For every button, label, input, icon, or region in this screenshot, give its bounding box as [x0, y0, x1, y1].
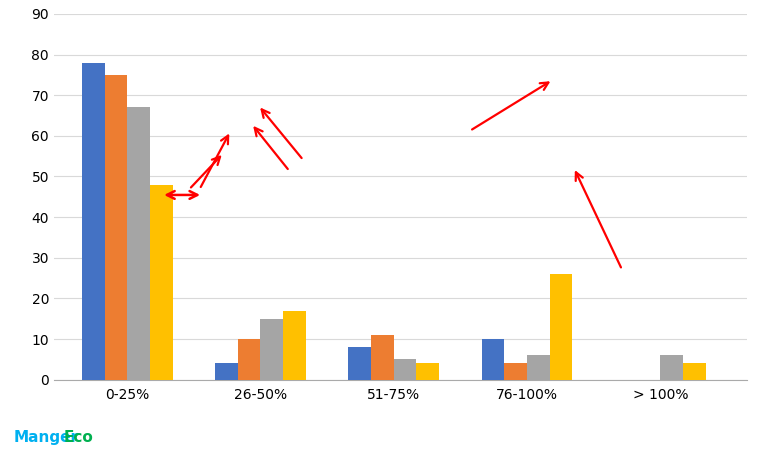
Bar [82, 63, 105, 380]
Bar [393, 359, 417, 380]
Bar [683, 363, 705, 380]
Bar [660, 355, 683, 380]
Bar [127, 107, 150, 380]
Text: Manger: Manger [14, 430, 79, 445]
Bar [371, 335, 393, 380]
Bar [550, 274, 572, 380]
Bar [504, 363, 527, 380]
Bar [105, 75, 127, 380]
Text: Eco: Eco [63, 430, 93, 445]
Bar [527, 355, 550, 380]
Bar [238, 339, 260, 380]
Bar [348, 347, 371, 380]
Bar [150, 185, 172, 380]
Bar [283, 311, 306, 380]
Bar [417, 363, 439, 380]
Bar [260, 319, 283, 380]
Bar [215, 363, 238, 380]
Bar [482, 339, 504, 380]
